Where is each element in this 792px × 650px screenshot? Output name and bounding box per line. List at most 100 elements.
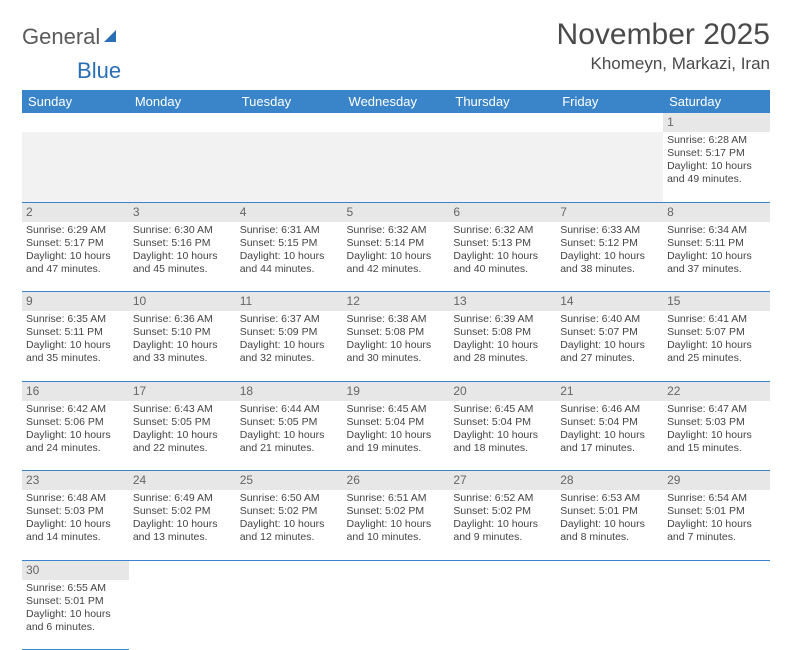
sunrise-text: Sunrise: 6:28 AM [667, 134, 766, 147]
sunrise-text: Sunrise: 6:55 AM [26, 582, 125, 595]
day-content-row: Sunrise: 6:55 AMSunset: 5:01 PMDaylight:… [22, 580, 770, 650]
day-cell: Sunrise: 6:39 AMSunset: 5:08 PMDaylight:… [449, 311, 556, 381]
day-cell: Sunrise: 6:42 AMSunset: 5:06 PMDaylight:… [22, 401, 129, 471]
daylight-text-2: and 27 minutes. [560, 352, 659, 365]
daylight-text-2: and 12 minutes. [240, 531, 339, 544]
weekday-header: Saturday [663, 90, 770, 113]
sunset-text: Sunset: 5:04 PM [560, 416, 659, 429]
day-cell: Sunrise: 6:49 AMSunset: 5:02 PMDaylight:… [129, 490, 236, 560]
sunset-text: Sunset: 5:11 PM [26, 326, 125, 339]
day-number-cell: 25 [236, 471, 343, 491]
day-number-cell [236, 560, 343, 580]
sunrise-text: Sunrise: 6:54 AM [667, 492, 766, 505]
sunset-text: Sunset: 5:16 PM [133, 237, 232, 250]
sunrise-text: Sunrise: 6:29 AM [26, 224, 125, 237]
daylight-text-2: and 6 minutes. [26, 621, 125, 634]
weekday-header: Sunday [22, 90, 129, 113]
day-content-row: Sunrise: 6:35 AMSunset: 5:11 PMDaylight:… [22, 311, 770, 381]
day-cell: Sunrise: 6:44 AMSunset: 5:05 PMDaylight:… [236, 401, 343, 471]
daylight-text-2: and 45 minutes. [133, 263, 232, 276]
day-cell: Sunrise: 6:34 AMSunset: 5:11 PMDaylight:… [663, 222, 770, 292]
daylight-text: Daylight: 10 hours [667, 429, 766, 442]
day-number-cell: 12 [343, 292, 450, 312]
sunrise-text: Sunrise: 6:52 AM [453, 492, 552, 505]
day-number-cell [663, 560, 770, 580]
day-cell: Sunrise: 6:55 AMSunset: 5:01 PMDaylight:… [22, 580, 129, 650]
weekday-header: Thursday [449, 90, 556, 113]
day-cell [129, 580, 236, 650]
month-title: November 2025 [557, 18, 770, 52]
sunrise-text: Sunrise: 6:38 AM [347, 313, 446, 326]
day-number-cell: 19 [343, 381, 450, 401]
day-number-cell [129, 560, 236, 580]
day-number-cell: 7 [556, 202, 663, 222]
logo-text-2: Blue [22, 58, 770, 84]
day-number-cell: 11 [236, 292, 343, 312]
daylight-text-2: and 24 minutes. [26, 442, 125, 455]
sunrise-text: Sunrise: 6:32 AM [347, 224, 446, 237]
sunset-text: Sunset: 5:14 PM [347, 237, 446, 250]
day-number-cell: 22 [663, 381, 770, 401]
sunrise-text: Sunrise: 6:35 AM [26, 313, 125, 326]
day-cell: Sunrise: 6:51 AMSunset: 5:02 PMDaylight:… [343, 490, 450, 560]
daylight-text: Daylight: 10 hours [133, 429, 232, 442]
sunset-text: Sunset: 5:03 PM [667, 416, 766, 429]
weekday-header: Friday [556, 90, 663, 113]
weekday-header-row: Sunday Monday Tuesday Wednesday Thursday… [22, 90, 770, 113]
daylight-text: Daylight: 10 hours [347, 518, 446, 531]
weekday-header: Tuesday [236, 90, 343, 113]
sunset-text: Sunset: 5:05 PM [240, 416, 339, 429]
daylight-text: Daylight: 10 hours [560, 518, 659, 531]
sunrise-text: Sunrise: 6:50 AM [240, 492, 339, 505]
daylight-text: Daylight: 10 hours [453, 518, 552, 531]
day-cell: Sunrise: 6:29 AMSunset: 5:17 PMDaylight:… [22, 222, 129, 292]
sunset-text: Sunset: 5:10 PM [133, 326, 232, 339]
sunset-text: Sunset: 5:01 PM [560, 505, 659, 518]
day-number-row: 30 [22, 560, 770, 580]
daylight-text: Daylight: 10 hours [133, 250, 232, 263]
sunset-text: Sunset: 5:08 PM [347, 326, 446, 339]
day-cell [556, 580, 663, 650]
sunrise-text: Sunrise: 6:33 AM [560, 224, 659, 237]
day-number-cell: 29 [663, 471, 770, 491]
sunset-text: Sunset: 5:02 PM [240, 505, 339, 518]
sunset-text: Sunset: 5:13 PM [453, 237, 552, 250]
daylight-text-2: and 7 minutes. [667, 531, 766, 544]
sunrise-text: Sunrise: 6:53 AM [560, 492, 659, 505]
sunrise-text: Sunrise: 6:46 AM [560, 403, 659, 416]
day-cell: Sunrise: 6:33 AMSunset: 5:12 PMDaylight:… [556, 222, 663, 292]
sunrise-text: Sunrise: 6:39 AM [453, 313, 552, 326]
daylight-text-2: and 8 minutes. [560, 531, 659, 544]
daylight-text: Daylight: 10 hours [26, 339, 125, 352]
sunrise-text: Sunrise: 6:30 AM [133, 224, 232, 237]
daylight-text-2: and 32 minutes. [240, 352, 339, 365]
sunset-text: Sunset: 5:07 PM [667, 326, 766, 339]
daylight-text: Daylight: 10 hours [560, 250, 659, 263]
daylight-text: Daylight: 10 hours [133, 339, 232, 352]
sunset-text: Sunset: 5:05 PM [133, 416, 232, 429]
sunrise-text: Sunrise: 6:43 AM [133, 403, 232, 416]
day-number-cell: 6 [449, 202, 556, 222]
day-cell: Sunrise: 6:45 AMSunset: 5:04 PMDaylight:… [343, 401, 450, 471]
daylight-text: Daylight: 10 hours [240, 250, 339, 263]
weekday-header: Wednesday [343, 90, 450, 113]
day-cell [556, 132, 663, 202]
daylight-text-2: and 49 minutes. [667, 173, 766, 186]
day-number-cell: 1 [663, 113, 770, 132]
daylight-text-2: and 30 minutes. [347, 352, 446, 365]
sunset-text: Sunset: 5:02 PM [133, 505, 232, 518]
day-number-cell: 13 [449, 292, 556, 312]
day-number-cell: 23 [22, 471, 129, 491]
day-cell: Sunrise: 6:53 AMSunset: 5:01 PMDaylight:… [556, 490, 663, 560]
day-number-cell: 17 [129, 381, 236, 401]
daylight-text: Daylight: 10 hours [240, 429, 339, 442]
day-cell: Sunrise: 6:50 AMSunset: 5:02 PMDaylight:… [236, 490, 343, 560]
day-number-cell: 2 [22, 202, 129, 222]
day-cell [236, 580, 343, 650]
day-number-cell: 4 [236, 202, 343, 222]
daylight-text: Daylight: 10 hours [667, 160, 766, 173]
day-cell: Sunrise: 6:41 AMSunset: 5:07 PMDaylight:… [663, 311, 770, 381]
daylight-text: Daylight: 10 hours [26, 250, 125, 263]
sunrise-text: Sunrise: 6:32 AM [453, 224, 552, 237]
daylight-text-2: and 17 minutes. [560, 442, 659, 455]
